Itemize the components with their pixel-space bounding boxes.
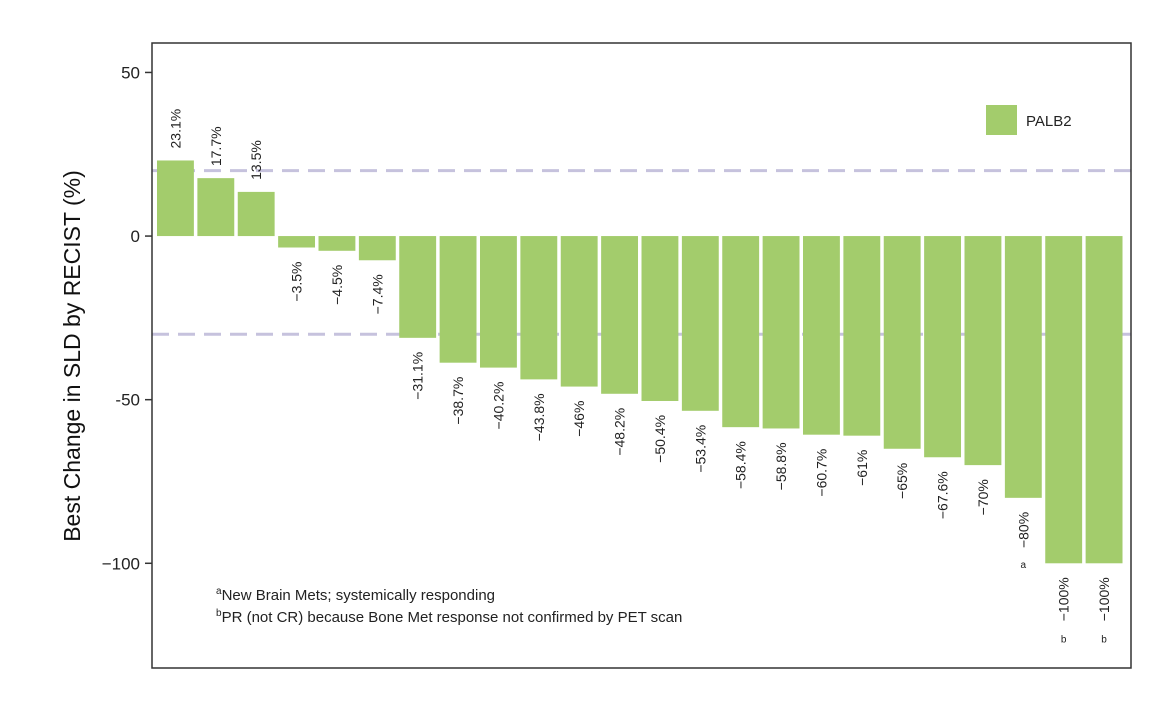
data-label-2: 13.5%	[248, 140, 264, 180]
bar-20	[964, 236, 1002, 466]
bar-19	[924, 236, 962, 458]
data-label-21: −80%	[1015, 512, 1031, 548]
plot-frame	[151, 42, 1132, 669]
bar-4	[318, 236, 356, 251]
y-tick-label-0: 50	[121, 63, 140, 82]
footnote-marker-23: b	[1101, 634, 1107, 645]
data-label-15: −58.8%	[773, 442, 789, 490]
data-label-20: −70%	[975, 479, 991, 515]
y-tick-label-3: −100	[102, 554, 140, 573]
bar-1	[197, 178, 235, 237]
data-label-10: −46%	[571, 401, 587, 437]
data-label-17: −61%	[854, 450, 870, 486]
bar-8	[480, 236, 517, 368]
legend: PALB2	[986, 105, 1072, 135]
bar-0	[157, 160, 194, 237]
footnote-b-mark: b	[216, 608, 222, 619]
data-label-9: −43.8%	[531, 393, 547, 441]
data-label-4: −4.5%	[329, 265, 345, 305]
legend-label-palb2: PALB2	[1026, 113, 1072, 130]
bar-18	[883, 236, 921, 449]
footnote-a-mark: a	[216, 586, 222, 597]
data-label-11: −48.2%	[612, 408, 628, 456]
data-label-22: −100%	[1056, 577, 1072, 621]
data-label-1: 17.7%	[208, 126, 224, 166]
data-label-18: −65%	[894, 463, 910, 499]
bar-14	[722, 236, 760, 428]
bar-15	[762, 236, 800, 429]
y-tick-label-2: -50	[115, 391, 140, 410]
bar-13	[681, 236, 719, 411]
bar-6	[399, 236, 437, 338]
y-axis-label: Best Change in SLD by RECIST (%)	[59, 170, 85, 542]
footnote-b: bPR (not CR) because Bone Met response n…	[216, 608, 682, 626]
data-label-19: −67.6%	[935, 471, 951, 519]
footnote-marker-21: a	[1021, 560, 1027, 571]
bar-12	[641, 236, 679, 401]
footnote-a-text: New Brain Mets; systemically responding	[222, 587, 495, 604]
bars	[157, 160, 1123, 564]
bar-2	[237, 191, 275, 237]
y-axis-title: Best Change in SLD by RECIST (%)	[59, 170, 85, 542]
data-label-3: −3.5%	[289, 262, 305, 302]
bar-10	[560, 236, 598, 387]
bar-7	[439, 236, 477, 363]
bar-16	[803, 236, 840, 435]
data-label-14: −58.4%	[733, 441, 749, 489]
footnotes: aNew Brain Mets; systemically responding…	[216, 586, 682, 626]
bar-11	[601, 236, 639, 394]
y-axis: 50 0 -50 −100	[102, 63, 152, 573]
bar-23	[1085, 236, 1123, 564]
bar-5	[358, 236, 396, 261]
bar-21	[1004, 236, 1042, 498]
data-label-23: −100%	[1096, 577, 1112, 621]
data-label-5: −7.4%	[369, 274, 385, 314]
data-label-8: −40.2%	[490, 382, 506, 430]
data-label-0: 23.1%	[167, 109, 183, 149]
bar-3	[278, 236, 316, 248]
footnote-b-text: PR (not CR) because Bone Met response no…	[222, 609, 683, 626]
data-label-7: −38.7%	[450, 377, 466, 425]
data-label-13: −53.4%	[692, 425, 708, 473]
footnote-a: aNew Brain Mets; systemically responding	[216, 586, 495, 604]
legend-swatch-palb2	[986, 105, 1017, 135]
bar-17	[843, 236, 881, 436]
bar-22	[1045, 236, 1083, 564]
data-label-6: −31.1%	[410, 352, 426, 400]
bar-9	[520, 236, 558, 380]
y-tick-label-1: 0	[131, 227, 140, 246]
data-label-16: −60.7%	[813, 449, 829, 497]
data-labels: 23.1% 17.7% 13.5% −3.5% −4.5% −7.4% −31.1% −38.…	[167, 109, 1112, 646]
footnote-marker-22: b	[1061, 634, 1067, 645]
data-label-12: −50.4%	[652, 415, 668, 463]
